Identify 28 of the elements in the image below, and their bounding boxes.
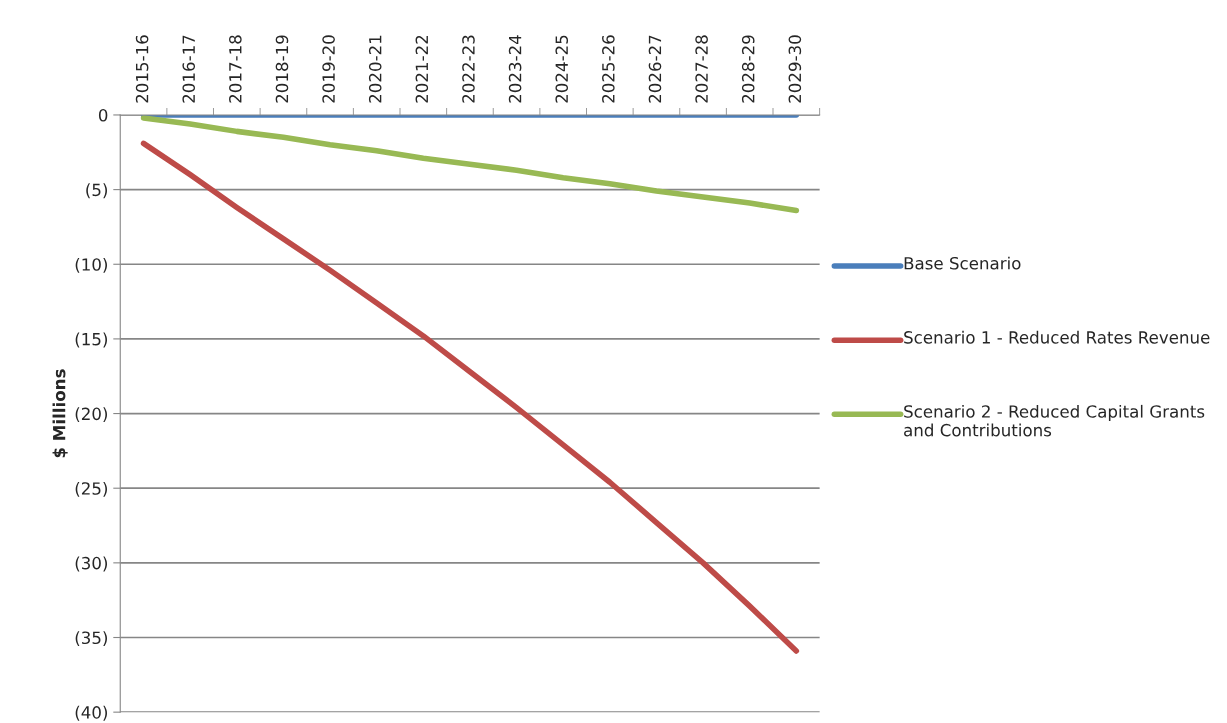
y-tick-label: (25)	[75, 481, 108, 497]
x-tick-label: 2020-21	[368, 35, 382, 103]
y-axis-title: $ Millions	[52, 369, 68, 458]
y-tick-label: (20)	[75, 407, 108, 423]
x-tick-label: 2016-17	[182, 35, 196, 103]
x-tick-label: 2023-24	[508, 35, 522, 103]
legend-label: Scenario 2 - Reduced Capital Grants and Contributions	[904, 404, 1205, 437]
y-tick-label: (35)	[75, 631, 108, 647]
y-tick-label: (5)	[86, 183, 108, 199]
x-tick-label: 2024-25	[555, 35, 569, 103]
y-tick-label: (30)	[75, 556, 108, 572]
x-tick-label: 2018-19	[275, 35, 289, 103]
legend-label: Base Scenario	[904, 256, 1021, 270]
x-tick-label: 2017-18	[229, 35, 242, 103]
x-tick-label: 2015-16	[135, 35, 149, 103]
y-tick-label: (10)	[75, 257, 108, 273]
x-tick-label: 2025-26	[602, 35, 615, 103]
x-tick-label: 2026-27	[648, 35, 662, 103]
y-tick-label: (40)	[75, 705, 108, 721]
x-tick-label: 2028-29	[741, 35, 755, 103]
y-tick-label: 0	[98, 108, 108, 122]
x-tick-label: 2022-23	[462, 35, 475, 103]
x-tick-label: 2027-28	[695, 35, 708, 103]
x-tick-label: 2021-22	[415, 35, 429, 103]
legend-label: Scenario 1 - Reduced Rates Revenue	[904, 330, 1210, 344]
x-tick-label: 2029-30	[788, 35, 802, 103]
x-tick-label: 2019-20	[322, 35, 335, 103]
y-tick-label: (15)	[75, 332, 108, 348]
